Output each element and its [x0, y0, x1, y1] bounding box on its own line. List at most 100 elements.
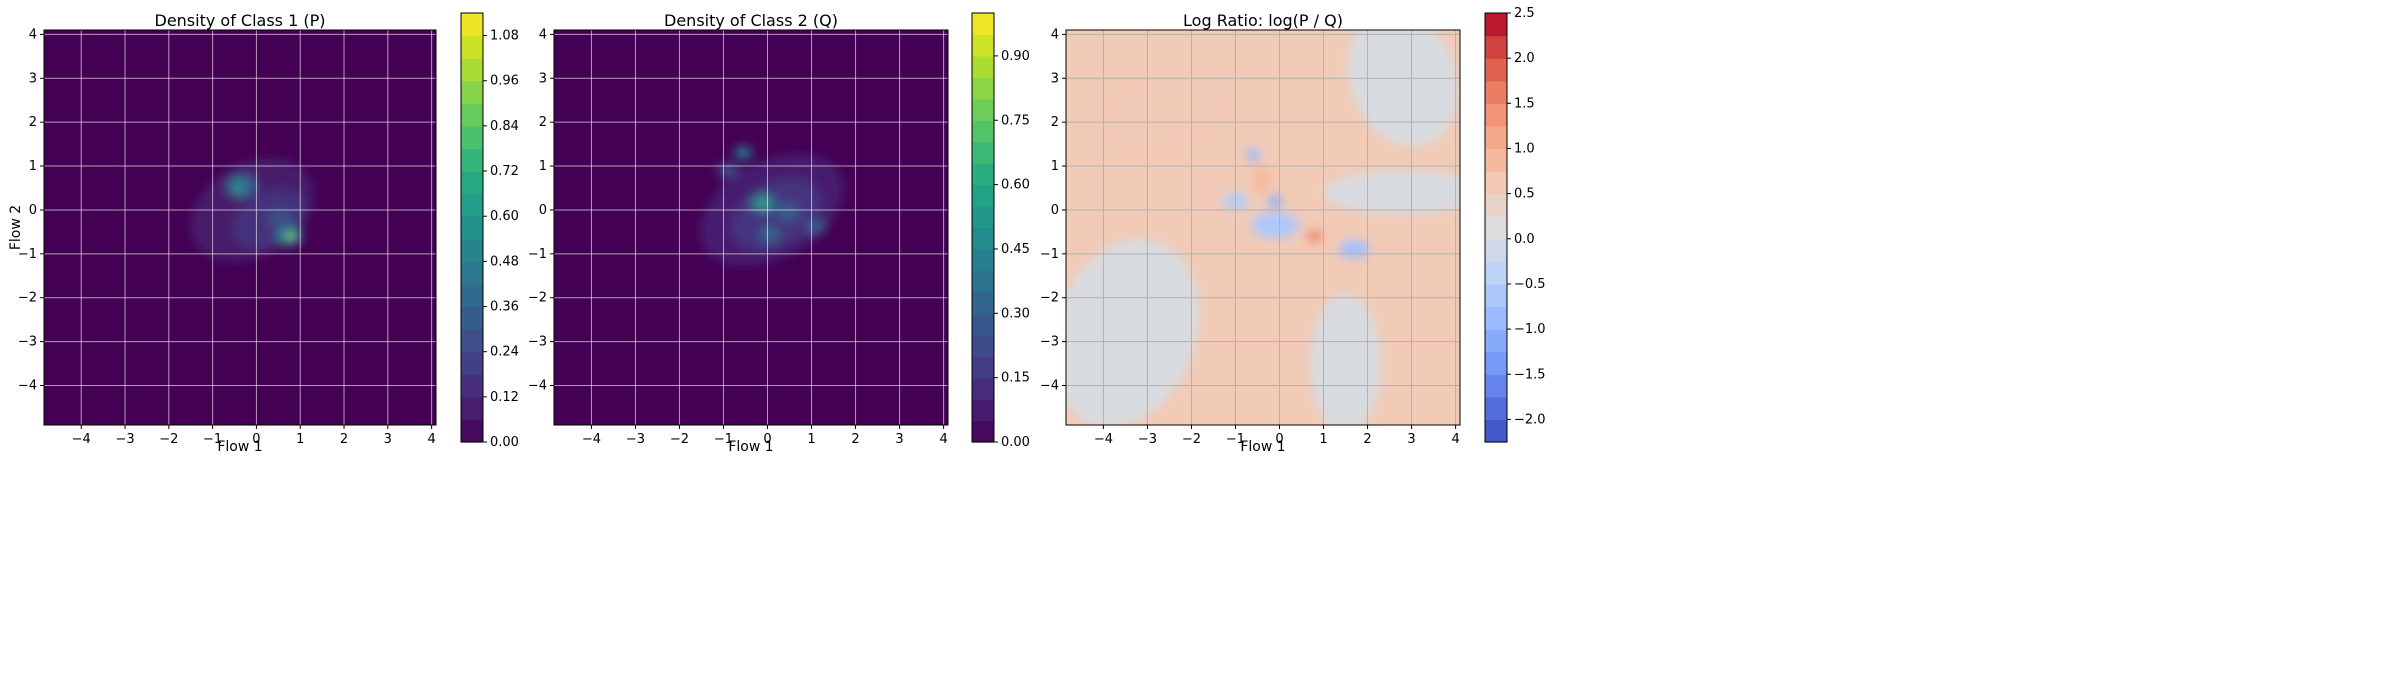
- x-axis-label: Flow 1: [217, 439, 262, 455]
- colorbar-tick-label: 0.36: [490, 300, 519, 315]
- x-tick-label: 1: [807, 432, 815, 447]
- x-tick-label: 0: [1275, 432, 1283, 447]
- y-tick-label: 1: [29, 159, 37, 174]
- y-tick-label: −1: [1040, 247, 1059, 262]
- colorbar-band: [972, 98, 994, 121]
- y-axis-label: Flow 2: [8, 205, 24, 250]
- density-region-5: [267, 209, 294, 229]
- colorbar-tick-label: 0.84: [490, 119, 519, 134]
- colorbar-band: [972, 377, 994, 400]
- density-region-13: [1246, 148, 1260, 162]
- x-tick-label: −4: [1094, 432, 1113, 447]
- colorbar-tick-label: 1.08: [490, 29, 519, 44]
- colorbar-band: [1485, 238, 1507, 262]
- y-tick-label: 0: [29, 203, 37, 218]
- x-tick-label: −4: [582, 432, 601, 447]
- chart-title: Density of Class 2 (Q): [664, 11, 838, 30]
- chart-panel-3: −4 −3 −2 −1 0 1 2 3 4 −4 −3 −2 −1 0 1 2 3 4 Log Ratio: log…: [1040, 6, 1546, 455]
- y-tick-label: 3: [1051, 71, 1059, 86]
- x-tick-label: −4: [72, 432, 91, 447]
- colorbar-band: [1485, 396, 1507, 421]
- colorbar-tick-label: 0.60: [1001, 178, 1030, 193]
- colorbar-frame: [1484, 12, 1508, 443]
- colorbar-tick-label: 1.0: [1514, 141, 1535, 156]
- y-tick-label: 2: [539, 115, 547, 130]
- y-tick-label: −4: [528, 379, 547, 394]
- y-tick-label: −3: [1040, 335, 1059, 350]
- colorbar-band: [461, 261, 483, 285]
- x-tick-label: −1: [714, 432, 733, 447]
- colorbar-tick-label: 0.30: [1001, 306, 1030, 321]
- colorbar-band: [972, 270, 994, 293]
- colorbar-band: [1485, 125, 1507, 150]
- y-tick-label: 1: [1051, 159, 1059, 174]
- x-tick-label: 1: [296, 432, 304, 447]
- density-region-5: [1110, 76, 1229, 142]
- colorbar-band: [1485, 13, 1507, 37]
- axes-frame: [1065, 29, 1461, 426]
- colorbar-band: [1485, 80, 1507, 104]
- y-tick-label: −1: [18, 247, 37, 262]
- x-tick-label: 2: [851, 432, 859, 447]
- colorbar-tick-label: 0.60: [490, 209, 519, 224]
- grid-lines: [44, 30, 436, 425]
- colorbar-tick-label: 0.72: [490, 164, 519, 179]
- density-region-12: [1338, 240, 1370, 259]
- y-tick-label: 2: [1051, 115, 1059, 130]
- x-tick-label: 3: [895, 432, 903, 447]
- colorbar-band: [1485, 351, 1507, 375]
- colorbar-tick-label: 0.96: [490, 74, 519, 89]
- colorbar-band: [461, 125, 483, 150]
- colorbar-band: [1485, 216, 1507, 240]
- density-region-7: [760, 226, 780, 242]
- x-tick-label: 4: [939, 432, 947, 447]
- colorbar-tick-label: 0.5: [1514, 187, 1535, 202]
- grid-lines: [1066, 30, 1460, 425]
- y-tick-label: 0: [1051, 203, 1059, 218]
- colorbar-band: [972, 420, 994, 443]
- colorbar-tick-label: 0.24: [490, 345, 519, 360]
- colorbar-tick-label: −1.0: [1514, 322, 1546, 337]
- colorbar-tick-label: −1.5: [1514, 367, 1546, 382]
- colorbar-band: [1485, 374, 1507, 398]
- colorbar-tick-label: 0.48: [490, 254, 519, 269]
- x-axis-label: Flow 1: [1240, 439, 1285, 455]
- x-tick-label: 2: [1363, 432, 1371, 447]
- grid-lines: [554, 30, 948, 425]
- colorbar-band: [972, 77, 994, 100]
- density-region-7: [286, 232, 295, 240]
- colorbar-tick-label: 0.00: [1001, 435, 1030, 450]
- y-tick-label: 3: [29, 71, 37, 86]
- chart-title: Log Ratio: log(P / Q): [1183, 11, 1343, 30]
- colorbar-band: [461, 58, 483, 82]
- y-tick-label: 4: [539, 27, 547, 42]
- colorbar-tick-label: 0.0: [1514, 232, 1535, 247]
- colorbar-band: [972, 227, 994, 250]
- density-region-5: [759, 200, 767, 207]
- colorbar-band: [461, 238, 483, 262]
- colorbar-band: [972, 206, 994, 229]
- density-region-1: [1066, 238, 1200, 425]
- colorbar-band: [461, 171, 483, 195]
- y-tick-label: 4: [29, 27, 37, 42]
- x-tick-label: −3: [626, 432, 645, 447]
- colorbar-tick-label: 0.75: [1001, 113, 1030, 128]
- colorbar-band: [1485, 283, 1507, 308]
- x-tick-label: 0: [763, 432, 771, 447]
- chart-title: Density of Class 1 (P): [155, 11, 326, 30]
- density-region-8: [806, 219, 826, 236]
- x-tick-label: −3: [1138, 432, 1157, 447]
- colorbar-tick-label: 0.15: [1001, 371, 1030, 386]
- x-tick-label: −2: [159, 432, 178, 447]
- colorbar-band: [461, 374, 483, 398]
- x-tick-label: −1: [203, 432, 222, 447]
- colorbar-tick-label: 0.45: [1001, 242, 1030, 257]
- y-tick-label: 0: [539, 203, 547, 218]
- colorbar-band: [461, 351, 483, 375]
- colorbar-band: [972, 163, 994, 186]
- y-tick-label: −4: [18, 379, 37, 394]
- colorbar-band: [1485, 58, 1507, 82]
- y-tick-label: 1: [539, 159, 547, 174]
- colorbar-band: [461, 103, 483, 127]
- x-tick-label: 1: [1319, 432, 1327, 447]
